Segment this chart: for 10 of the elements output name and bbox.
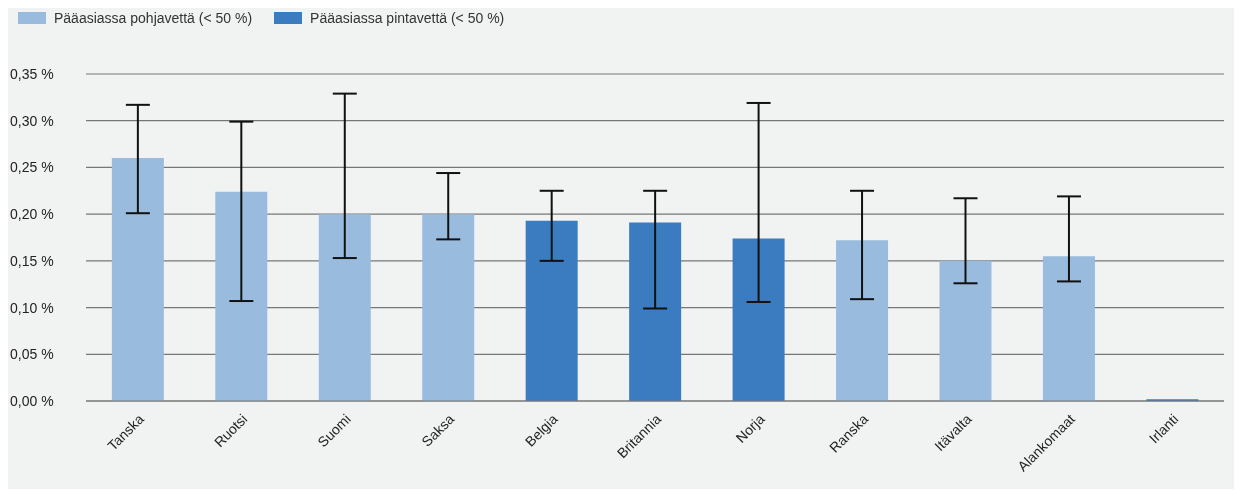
y-tick-label: 0,35 % (10, 65, 54, 82)
legend-label: Pääasiassa pintavettä (< 50 %) (310, 10, 505, 26)
y-tick-label: 0,20 % (10, 206, 54, 223)
y-tick-label: 0,30 % (10, 112, 54, 129)
y-tick-label: 0,00 % (10, 392, 54, 409)
y-tick-label: 0,25 % (10, 159, 54, 176)
y-tick-label: 0,15 % (10, 252, 54, 269)
y-tick-label: 0,10 % (10, 299, 54, 316)
legend-label: Pääasiassa pohjavettä (< 50 %) (54, 10, 253, 26)
y-tick-label: 0,05 % (10, 346, 54, 363)
